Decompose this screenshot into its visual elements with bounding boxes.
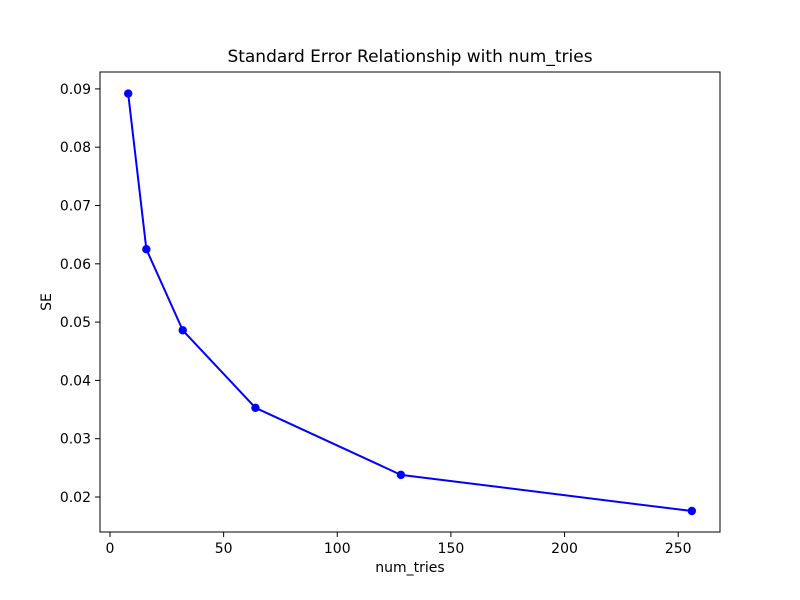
x-tick-label-5: 250	[665, 541, 692, 557]
data-point-0-1	[142, 245, 151, 254]
x-tick-label-3: 150	[438, 541, 465, 557]
x-axis-label: num_tries	[375, 560, 445, 576]
y-tick-label-3: 0.05	[60, 315, 91, 331]
y-tick-label-7: 0.09	[60, 82, 91, 98]
y-tick-label-0: 0.02	[60, 490, 91, 506]
data-point-0-0	[123, 89, 133, 98]
y-tick-label-2: 0.04	[60, 373, 91, 389]
y-tick-label-1: 0.03	[60, 432, 91, 448]
data-point-0-3	[251, 403, 260, 413]
x-tick-label-4: 200	[551, 541, 578, 557]
y-tick-label-6: 0.08	[60, 140, 91, 156]
x-tick-label-1: 50	[215, 541, 233, 557]
axes-frame	[99, 71, 721, 533]
chart-title: Standard Error Relationship with num_tri…	[227, 47, 593, 67]
data-point-0-5	[687, 506, 697, 516]
data-point-0-2	[178, 326, 187, 335]
data-line-series-0	[127, 93, 692, 513]
x-tick-label-2: 100	[324, 541, 351, 557]
y-tick-label-4: 0.06	[60, 257, 91, 273]
x-tick-label-0: 0	[106, 541, 115, 557]
y-axis-label: SE	[39, 293, 55, 311]
data-point-0-4	[396, 470, 406, 480]
y-tick-label-5: 0.07	[60, 199, 91, 215]
